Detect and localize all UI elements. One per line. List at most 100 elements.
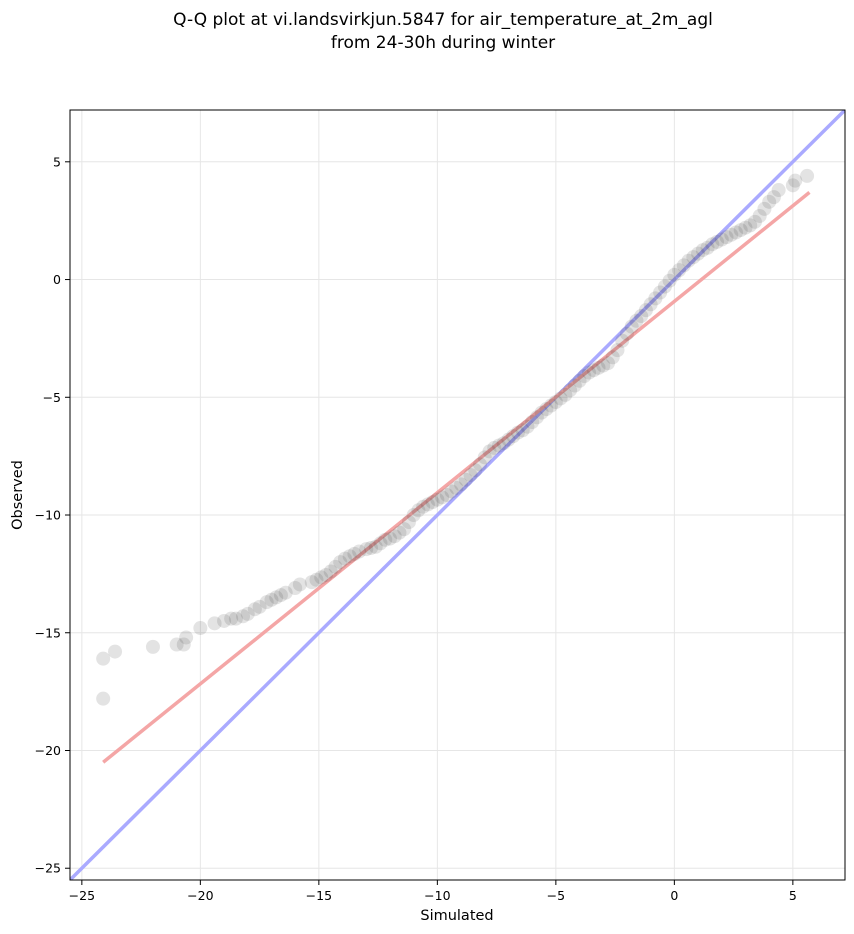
quantile-point-101: [676, 258, 691, 273]
quantile-point-103: [686, 250, 701, 265]
y-axis-label: Observed: [10, 460, 26, 530]
quantile-point-45: [411, 503, 426, 518]
quantile-point-56: [463, 467, 478, 482]
quantile-point-46: [416, 499, 431, 514]
quantile-point-108: [710, 234, 725, 249]
quantile-point-105: [695, 243, 710, 258]
y-tick-label-3: −10: [35, 508, 61, 523]
quantile-point-23: [304, 575, 319, 590]
x-axis-ticks: −25 −20 −15 −10 −5 0 5: [69, 880, 797, 903]
quantile-point-64: [501, 432, 516, 447]
quantile-point-69: [525, 415, 540, 430]
quantile-point-102: [681, 253, 696, 268]
quantile-point-51: [439, 488, 454, 502]
x-tick-label-3: −10: [424, 888, 450, 903]
quantile-point-42: [397, 522, 412, 537]
quantile-point-13: [240, 606, 255, 621]
quantile-point-83: [591, 360, 606, 375]
quantile-point-115: [743, 218, 758, 233]
quantile-point-60: [482, 444, 497, 459]
quantile-point-121: [771, 183, 786, 198]
quantile-point-109: [714, 232, 729, 247]
quantile-point-124: [800, 168, 815, 183]
x-tick-label-0: −25: [69, 888, 95, 903]
x-tick-label-2: −15: [306, 888, 332, 903]
quantile-point-62: [491, 438, 506, 453]
quantile-point-117: [752, 208, 767, 223]
quantile-point-116: [747, 214, 762, 229]
quantile-point-77: [563, 383, 578, 398]
quantile-point-122: [785, 178, 800, 193]
quantile-point-70: [529, 410, 544, 425]
quantile-point-82: [586, 363, 601, 378]
quantile-point-10: [224, 611, 239, 626]
quantile-point-24: [309, 572, 324, 587]
quantile-point-66: [510, 425, 525, 440]
quantile-point-73: [544, 398, 559, 413]
x-tick-label-4: −5: [547, 888, 565, 903]
quantile-point-7: [193, 621, 208, 636]
quantile-point-110: [719, 230, 734, 245]
quantile-point-63: [496, 436, 511, 451]
quantile-point-35: [363, 540, 378, 555]
quantile-point-57: [468, 463, 483, 478]
quantile-point-47: [420, 497, 435, 512]
quantile-point-79: [572, 373, 587, 388]
quantile-point-87: [610, 343, 625, 358]
quantile-point-6: [179, 630, 194, 645]
quantile-point-30: [337, 551, 352, 566]
quantile-point-32: [347, 546, 362, 561]
quantile-point-28: [328, 559, 343, 574]
quantile-point-99: [667, 267, 682, 282]
x-axis-label: Simulated: [420, 908, 493, 924]
quantile-point-52: [444, 484, 459, 499]
quantile-point-123: [788, 173, 803, 188]
y-tick-label-0: −25: [35, 861, 61, 876]
quantile-point-71: [534, 405, 549, 420]
quantile-point-93: [638, 303, 653, 318]
quantile-point-94: [643, 297, 658, 312]
quantile-point-53: [449, 480, 464, 495]
quantile-point-15: [252, 599, 267, 614]
quantile-point-72: [539, 402, 554, 417]
y-tick-label-6: 5: [53, 154, 61, 169]
quantile-point-84: [596, 358, 611, 373]
quantile-point-81: [582, 365, 597, 380]
y-tick-label-2: −15: [35, 625, 61, 640]
quantile-point-50: [435, 490, 450, 505]
quantile-point-74: [548, 394, 563, 409]
chart-title-line-1: Q-Q plot at vi.landsvirkjun.5847 for air…: [173, 10, 713, 30]
quantile-point-54: [454, 477, 469, 492]
quantile-point-14: [247, 602, 262, 617]
quantile-point-48: [425, 495, 440, 510]
quantile-point-96: [653, 285, 668, 300]
quantile-point-19: [273, 588, 288, 603]
quantile-point-1: [96, 651, 111, 666]
quantile-point-3: [145, 639, 160, 654]
quantile-point-41: [392, 525, 407, 540]
quantile-point-75: [553, 391, 568, 406]
x-tick-label-5: 0: [670, 888, 678, 903]
quantile-point-89: [619, 326, 634, 341]
quantile-point-4: [169, 637, 184, 652]
quantile-point-88: [615, 333, 630, 348]
plot-area-frame: [69, 109, 846, 881]
quantile-point-5: [176, 637, 191, 652]
fit-line: [102, 191, 811, 764]
quantile-point-120: [766, 190, 781, 205]
quantile-point-22: [292, 577, 307, 592]
quantile-point-106: [700, 240, 715, 255]
quantile-point-21: [288, 581, 303, 596]
quantile-point-118: [757, 201, 772, 216]
y-tick-label-4: −5: [43, 390, 61, 405]
y-tick-label-1: −20: [35, 743, 61, 758]
quantile-point-2: [108, 644, 123, 659]
y-tick-label-5: 0: [53, 272, 61, 287]
quantile-point-67: [515, 423, 530, 438]
quantile-point-43: [401, 515, 416, 530]
quantile-point-39: [382, 531, 397, 546]
quantile-point-91: [629, 313, 644, 328]
quantile-point-113: [733, 223, 748, 238]
quantile-point-16: [259, 595, 274, 610]
